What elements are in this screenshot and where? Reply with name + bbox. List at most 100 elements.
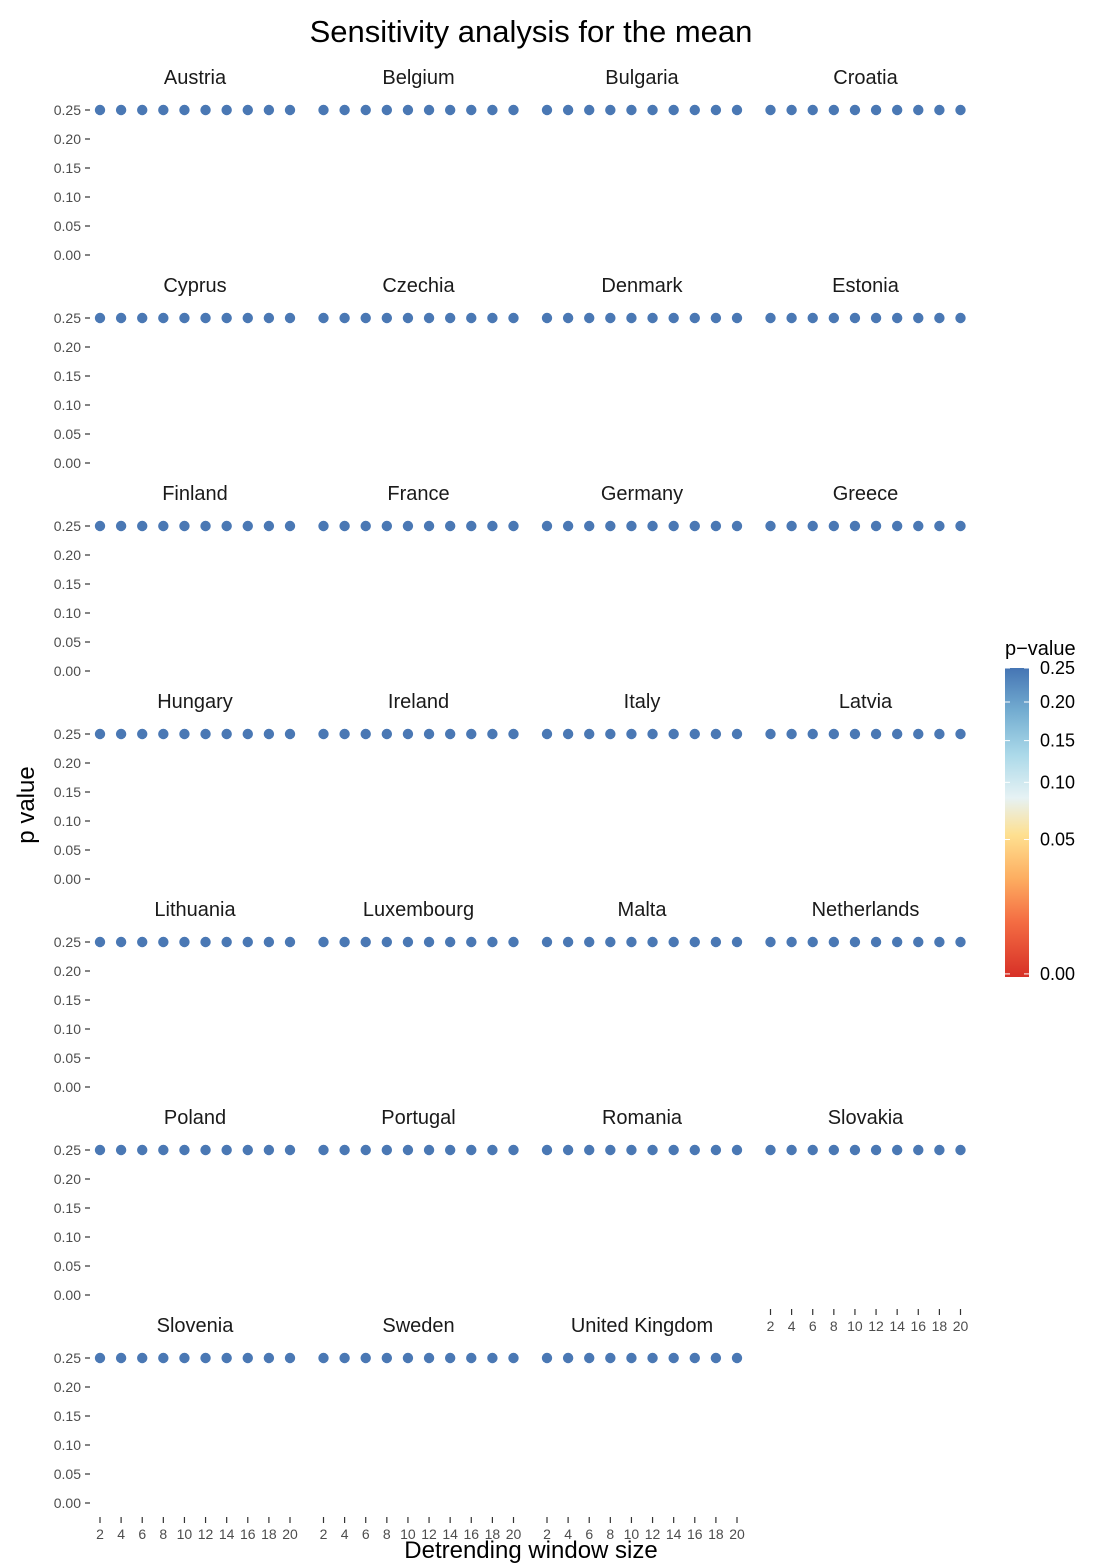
data-point [179, 1144, 190, 1156]
facet-strip-label: Hungary [157, 691, 233, 713]
data-point [870, 104, 882, 116]
data-point [731, 936, 743, 948]
data-point [318, 936, 329, 948]
data-point [221, 104, 232, 116]
data-point [870, 728, 882, 740]
y-tick-label: 0.25 [54, 726, 81, 742]
facet-strip-label: Bulgaria [605, 67, 679, 89]
y-tick-label: 0.05 [54, 1466, 81, 1482]
x-tick-label: 12 [868, 1318, 884, 1334]
data-point [955, 520, 966, 532]
facet-panel: Finland [94, 483, 296, 532]
y-tick-label: 0.05 [54, 634, 81, 650]
facet-panel: Sweden [318, 1315, 519, 1364]
y-tick-label: 0.20 [54, 755, 81, 771]
data-point [689, 1352, 700, 1364]
facet-panel: Ireland [318, 691, 519, 740]
data-point [731, 728, 743, 740]
facet-strip-label: Belgium [382, 67, 454, 89]
data-point [284, 1144, 296, 1156]
data-point [263, 1144, 275, 1156]
x-tick-label: 18 [932, 1318, 948, 1334]
data-point [731, 520, 743, 532]
data-point [668, 312, 679, 324]
data-point [158, 520, 169, 532]
data-point [318, 1352, 329, 1364]
data-point [626, 104, 637, 116]
data-point [955, 312, 966, 324]
x-tick-label: 4 [564, 1526, 572, 1542]
x-tick-label: 6 [362, 1526, 370, 1542]
data-point [179, 520, 190, 532]
facet-panel: Lithuania [94, 899, 296, 948]
legend-colorbar [1005, 668, 1029, 977]
data-point [221, 1352, 232, 1364]
x-tick-label: 20 [282, 1526, 298, 1542]
data-point [647, 936, 658, 948]
data-point [541, 104, 553, 116]
data-point [444, 936, 456, 948]
data-point [158, 1144, 169, 1156]
data-point [647, 1352, 658, 1364]
data-point [115, 1144, 127, 1156]
data-point [318, 104, 329, 116]
legend-tick-label: 0.20 [1040, 692, 1075, 712]
x-tick-label: 6 [585, 1526, 593, 1542]
facet-panel: Poland [94, 1107, 296, 1156]
y-tick-label: 0.20 [54, 963, 81, 979]
data-point [381, 1144, 393, 1156]
data-point [562, 1144, 574, 1156]
x-tick-label: 16 [910, 1318, 926, 1334]
data-point [710, 1144, 722, 1156]
x-tick-label: 4 [788, 1318, 796, 1334]
data-point [381, 520, 393, 532]
data-point [137, 104, 148, 116]
data-point [913, 936, 924, 948]
facet-panel: Netherlands [765, 899, 966, 948]
data-point [200, 104, 211, 116]
data-point [200, 1144, 211, 1156]
y-tick-label: 0.00 [54, 1079, 81, 1095]
data-point [584, 312, 595, 324]
data-point [318, 312, 329, 324]
x-tick-label: 20 [953, 1318, 969, 1334]
data-point [710, 936, 722, 948]
data-point [562, 1352, 574, 1364]
data-point [466, 312, 477, 324]
y-tick-label: 0.25 [54, 1350, 81, 1366]
data-point [94, 104, 106, 116]
data-point [508, 104, 519, 116]
data-point [115, 104, 127, 116]
data-point [689, 104, 700, 116]
facet-panel: Romania [541, 1107, 743, 1156]
facet-panel: Slovakia [765, 1107, 966, 1156]
facet-strip-label: Latvia [839, 691, 893, 713]
legend-ticks: 0.25 0.20 0.15 0.10 0.05 0.00 [1005, 658, 1075, 984]
y-tick-label: 0.10 [54, 1437, 81, 1453]
data-point [541, 312, 553, 324]
y-tick-label: 0.20 [54, 1379, 81, 1395]
data-point [115, 728, 127, 740]
legend-tick-label: 0.00 [1040, 964, 1075, 984]
data-point [765, 520, 776, 532]
data-point [668, 728, 679, 740]
y-tick-label: 0.20 [54, 1171, 81, 1187]
data-point [584, 728, 595, 740]
data-point [339, 104, 350, 116]
y-tick-label: 0.05 [54, 1050, 81, 1066]
data-point [562, 728, 574, 740]
data-point [200, 936, 211, 948]
data-point [689, 1144, 700, 1156]
y-tick-label: 0.25 [54, 310, 81, 326]
data-point [786, 312, 797, 324]
data-point [94, 520, 106, 532]
data-point [158, 312, 169, 324]
data-point [402, 936, 414, 948]
data-point [263, 520, 275, 532]
data-point [487, 936, 498, 948]
x-tick-label: 16 [687, 1526, 703, 1542]
data-point [541, 728, 553, 740]
data-point [731, 104, 743, 116]
data-point [444, 1144, 456, 1156]
data-point [402, 520, 414, 532]
